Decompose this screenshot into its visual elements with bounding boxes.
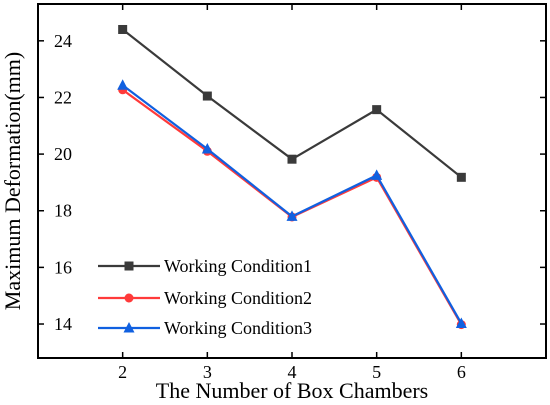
y-tick-label: 18 — [54, 201, 72, 221]
data-point — [371, 169, 383, 180]
data-point — [456, 172, 466, 182]
y-tick-label: 22 — [54, 87, 72, 107]
x-tick-label: 5 — [372, 362, 381, 382]
legend-label: Working Condition2 — [164, 288, 312, 308]
data-point — [201, 142, 213, 154]
y-axis: 14 16 18 20 22 24 — [38, 31, 546, 334]
data-point — [286, 210, 298, 221]
legend-item: Working Condition1 — [98, 256, 312, 276]
legend: Working Condition1 Working Condition2 Work… — [98, 256, 312, 338]
x-tick-label: 6 — [457, 362, 466, 382]
y-axis-title: Maximum Deformation(mm) — [0, 52, 25, 310]
data-point — [455, 317, 467, 328]
x-tick-label: 3 — [203, 362, 212, 382]
data-point — [287, 154, 297, 164]
series-1 — [118, 24, 466, 182]
y-tick-label: 24 — [54, 31, 72, 51]
x-tick-label: 4 — [288, 362, 297, 382]
legend-item: Working Condition2 — [98, 288, 312, 308]
x-axis: 2 3 4 5 6 — [118, 4, 466, 382]
y-tick-label: 16 — [54, 257, 72, 277]
legend-marker — [124, 293, 134, 303]
legend-marker — [123, 322, 135, 333]
legend-marker — [124, 261, 134, 271]
data-point — [118, 24, 128, 34]
legend-item: Working Condition3 — [98, 318, 312, 338]
series-layer — [117, 24, 467, 330]
data-point — [117, 79, 129, 90]
x-axis-title: The Number of Box Chambers — [156, 378, 429, 403]
data-point — [202, 91, 212, 101]
y-tick-label: 20 — [54, 144, 72, 164]
legend-label: Working Condition3 — [164, 318, 312, 338]
data-point — [372, 105, 382, 115]
series-3 — [117, 79, 467, 328]
legend-label: Working Condition1 — [164, 256, 312, 276]
x-tick-label: 2 — [118, 362, 127, 382]
y-tick-label: 14 — [54, 314, 72, 334]
